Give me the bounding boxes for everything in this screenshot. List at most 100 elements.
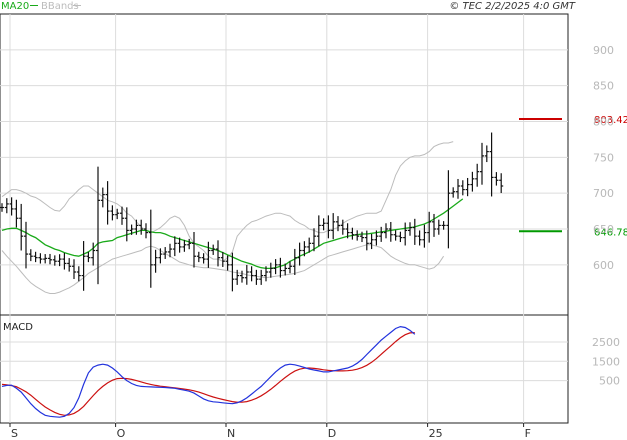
ohlc-bar bbox=[292, 248, 297, 276]
ohlc-bar bbox=[446, 170, 451, 249]
ohlc-bar bbox=[408, 222, 412, 236]
ohlc-bar bbox=[220, 251, 225, 267]
ohlc-bar bbox=[412, 218, 417, 245]
ohlc-bar bbox=[148, 209, 153, 288]
ohlc-bar bbox=[62, 252, 67, 270]
ohlc-bars bbox=[0, 132, 504, 292]
ohlc-bar bbox=[9, 197, 14, 216]
price-y-tick-label: 600 bbox=[593, 259, 614, 272]
ohlc-bar bbox=[499, 173, 504, 194]
ohlc-bar bbox=[52, 255, 57, 266]
ohlc-bar bbox=[331, 213, 336, 240]
ohlc-bar bbox=[283, 263, 288, 276]
ohlc-bar bbox=[129, 224, 134, 235]
x-tick-label: 25 bbox=[429, 427, 443, 440]
ohlc-bar bbox=[96, 166, 100, 285]
x-axis-ticks: S O N D 25 F bbox=[9, 423, 531, 440]
ohlc-bar bbox=[336, 216, 340, 232]
price-y-ticks: 600 650 700 750 800 850 900 bbox=[593, 44, 614, 272]
ohlc-bar bbox=[144, 223, 148, 239]
ohlc-bar bbox=[192, 232, 196, 268]
ohlc-bar bbox=[19, 203, 24, 251]
ohlc-bar bbox=[273, 259, 278, 275]
ohlc-bar bbox=[230, 252, 235, 292]
ohlc-bar bbox=[28, 249, 33, 262]
ohlc-bar bbox=[115, 208, 120, 220]
ohlc-bar bbox=[201, 253, 206, 264]
ohlc-bar bbox=[110, 205, 115, 221]
ohlc-bar bbox=[345, 223, 350, 239]
ohlc-bar bbox=[91, 242, 96, 266]
legend-bbands: BBands bbox=[41, 1, 79, 12]
ohlc-bar bbox=[43, 254, 48, 264]
ohlc-bar bbox=[350, 227, 355, 240]
ohlc-bar bbox=[316, 215, 321, 247]
ohlc-bar bbox=[456, 178, 460, 199]
macd-grid bbox=[0, 341, 568, 382]
ohlc-bar bbox=[355, 230, 360, 241]
price-y-tick-label: 850 bbox=[593, 80, 614, 93]
ohlc-bar bbox=[225, 255, 230, 271]
ohlc-bar bbox=[432, 213, 436, 237]
ohlc-bar bbox=[312, 228, 316, 252]
ohlc-bar bbox=[259, 269, 264, 285]
ohlc-bar bbox=[297, 242, 302, 266]
ohlc-bar bbox=[105, 181, 110, 225]
ohlc-bar bbox=[134, 219, 139, 235]
ohlc-bar bbox=[81, 241, 86, 291]
ohlc-bar bbox=[384, 223, 388, 239]
ohlc-bar bbox=[216, 240, 220, 267]
copyright-text: © TEC 2/2/2025 4:0 GMT bbox=[449, 1, 576, 12]
ohlc-bar bbox=[235, 269, 240, 285]
macd-lines bbox=[1, 325, 416, 418]
ohlc-bar bbox=[163, 247, 168, 259]
ohlc-bar bbox=[484, 145, 489, 163]
price-y-tick-label: 800 bbox=[593, 116, 614, 129]
ohlc-bar bbox=[374, 230, 379, 246]
ohlc-bar bbox=[100, 187, 105, 208]
ohlc-bar bbox=[24, 221, 28, 269]
macd-y-ticks: 500 1500 2500 bbox=[592, 336, 620, 388]
ohlc-bar bbox=[422, 224, 427, 248]
ohlc-bar bbox=[48, 253, 52, 265]
macd-panel-frame bbox=[0, 314, 569, 424]
ohlc-bar bbox=[240, 270, 244, 283]
bbands-lower-line bbox=[1, 244, 445, 294]
ohlc-bar bbox=[489, 132, 494, 197]
macd-main-line bbox=[1, 325, 416, 418]
price-grid bbox=[0, 14, 568, 423]
ohlc-bar bbox=[470, 171, 475, 192]
ohlc-bar bbox=[398, 231, 403, 243]
ohlc-bar bbox=[360, 231, 364, 243]
ohlc-bar bbox=[475, 163, 480, 187]
x-tick-label: F bbox=[525, 427, 531, 440]
ohlc-bar bbox=[153, 249, 158, 273]
x-tick-label: D bbox=[328, 427, 336, 440]
ohlc-bar bbox=[340, 219, 345, 235]
ohlc-bar bbox=[326, 215, 331, 239]
ohlc-bar bbox=[168, 243, 172, 258]
x-tick-label: O bbox=[117, 427, 126, 440]
ohlc-bar bbox=[76, 266, 81, 282]
ohlc-bar bbox=[302, 241, 307, 257]
ohlc-bar bbox=[67, 258, 72, 272]
ohlc-bar bbox=[278, 257, 283, 278]
ohlc-bar bbox=[124, 207, 129, 242]
ohlc-bar bbox=[379, 226, 384, 242]
price-y-tick-label: 700 bbox=[593, 187, 614, 200]
ohlc-bar bbox=[307, 237, 312, 253]
macd-y-tick-label: 500 bbox=[599, 375, 620, 388]
ohlc-bar bbox=[321, 218, 326, 231]
ohlc-bar bbox=[187, 238, 192, 250]
ohlc-bar bbox=[436, 219, 441, 235]
ohlc-bar bbox=[441, 221, 446, 230]
ohlc-bar bbox=[33, 251, 38, 263]
level-label: 803.42 bbox=[594, 115, 627, 126]
price-levels: 803.42 646.78 bbox=[519, 115, 627, 238]
ohlc-bar bbox=[480, 142, 484, 185]
ohlc-bar bbox=[460, 180, 465, 196]
ohlc-bar bbox=[172, 236, 177, 257]
ohlc-bar bbox=[38, 253, 43, 264]
ohlc-bar bbox=[158, 248, 163, 264]
